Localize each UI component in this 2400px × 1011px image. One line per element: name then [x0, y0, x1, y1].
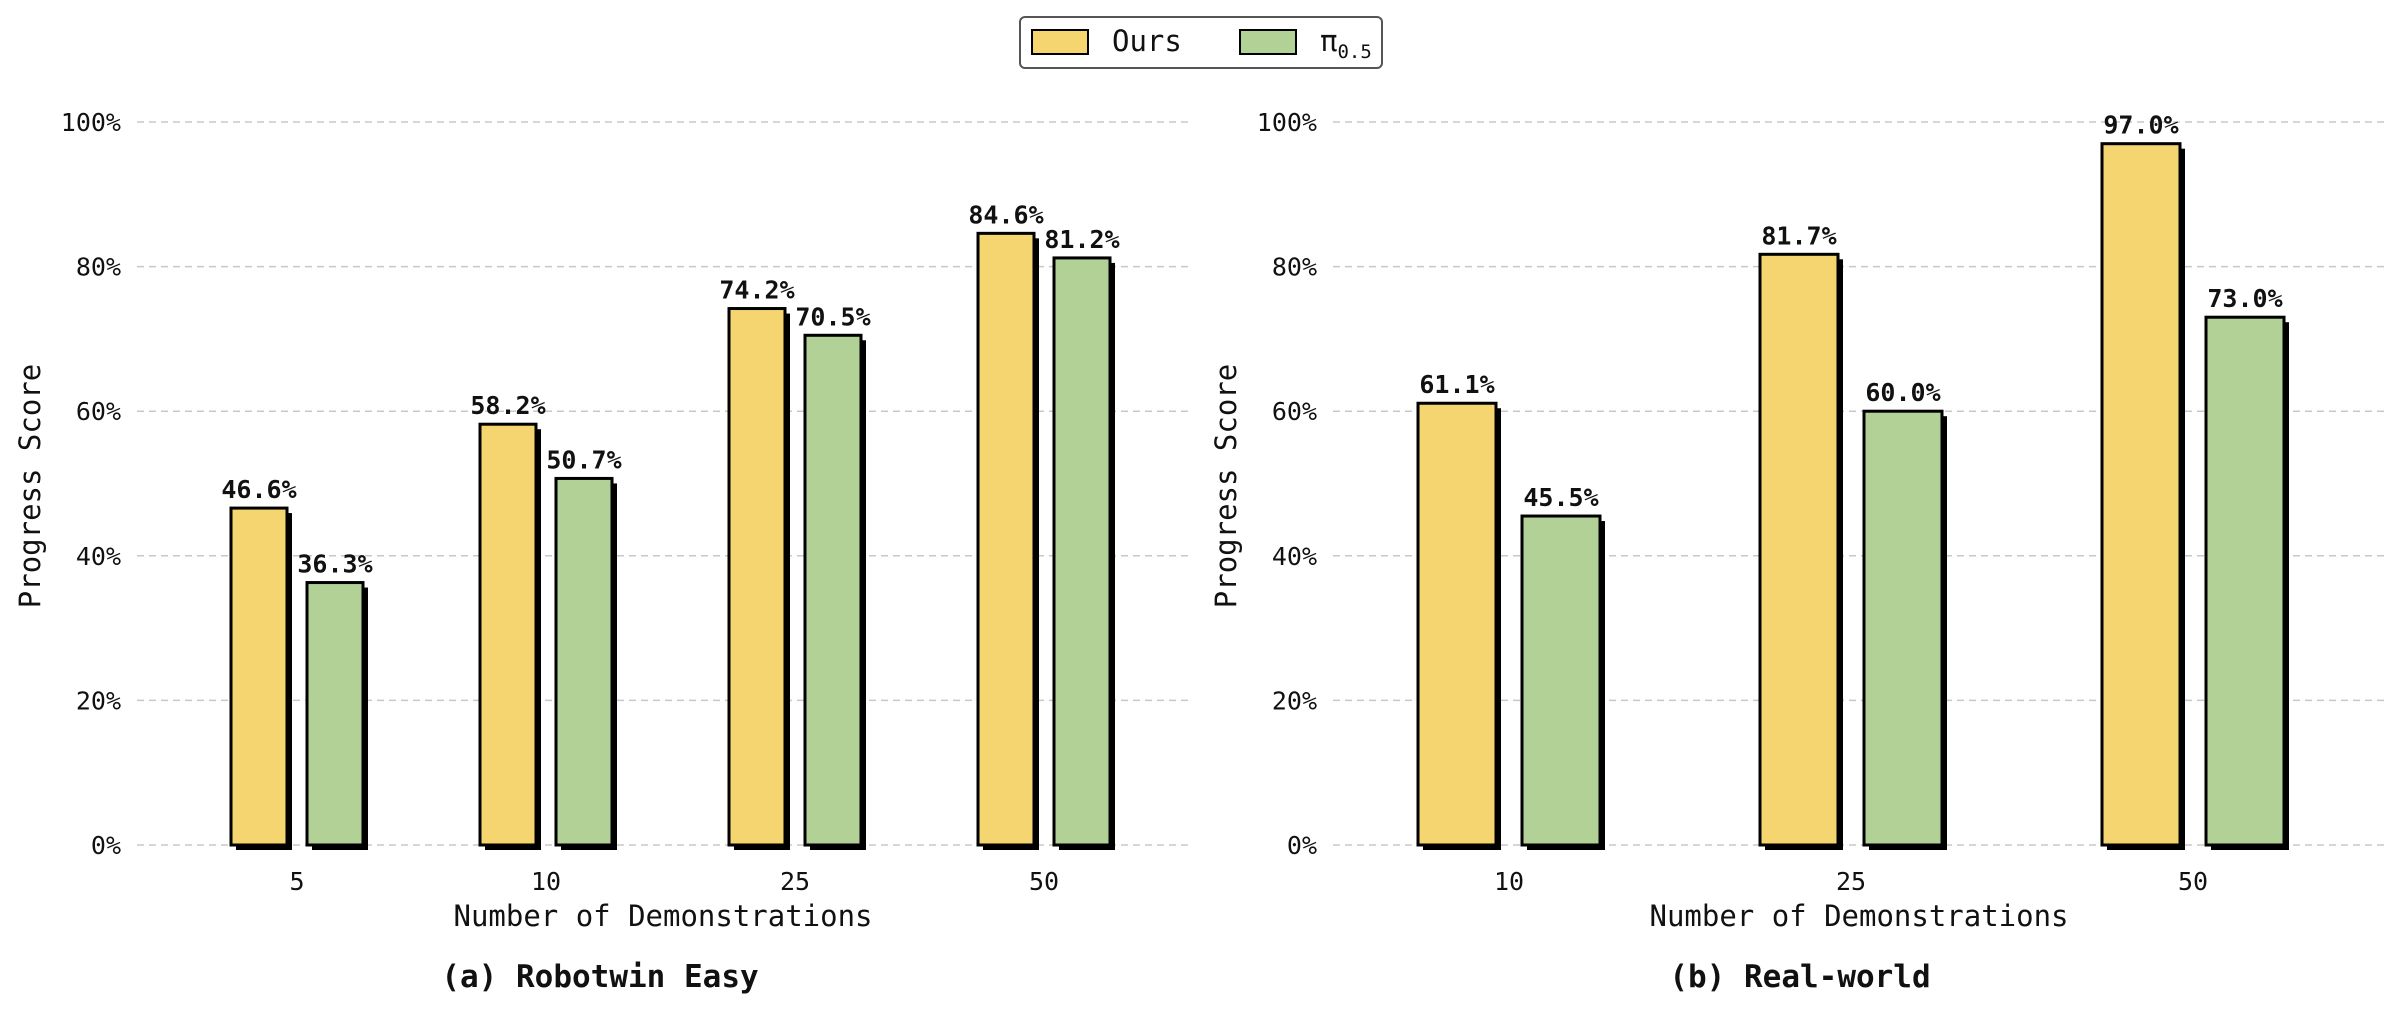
y-tick-label-robotwin-easy: 60% [76, 397, 121, 426]
bar-value-label-ours-25: 81.7% [1761, 221, 1836, 250]
bar-value-label-pi05-10: 50.7% [546, 445, 621, 474]
bar-ours-10 [1416, 401, 1498, 847]
bar-value-label-pi05-50: 81.2% [1044, 225, 1119, 254]
y-tick-label-real-world: 100% [1257, 108, 1317, 137]
x-axis-title-robotwin-easy: Number of Demonstrations [453, 899, 872, 933]
x-tick-label-robotwin-easy: 50 [1029, 867, 1059, 896]
chart-panel-real-world: 0% 20% 40% 60% 80% 100% 61.1% 45.5% 10 81.7% 60.0%… [1209, 108, 2384, 995]
bar-value-label-ours-5: 46.6% [221, 475, 296, 504]
bar-value-label-ours-10: 61.1% [1419, 370, 1494, 399]
bar-pi05-10 [554, 476, 614, 847]
bar-pi05-50 [2204, 315, 2286, 847]
y-axis-title-robotwin-easy: Progress Score [13, 364, 47, 608]
y-tick-label-robotwin-easy: 80% [76, 253, 121, 282]
x-axis-title-real-world: Number of Demonstrations [1649, 899, 2068, 933]
bar-pi05-25 [1862, 409, 1944, 847]
legend-label-pi05: π0.5 [1320, 24, 1372, 63]
bar-value-label-pi05-25: 70.5% [795, 302, 870, 331]
x-tick-label-real-world: 50 [2178, 867, 2208, 896]
plot-area-robotwin-easy: 0% 20% 40% 60% 80% 100% 46.6% 36.3% 5 58.2%50.7% 1… [61, 108, 1188, 896]
y-axis-title-real-world: Progress Score [1209, 364, 1243, 608]
y-tick-label-real-world: 40% [1272, 542, 1317, 571]
caption-real-world: (b) Real-world [1669, 959, 1930, 995]
legend-swatch-ours [1031, 29, 1089, 55]
bar-value-label-pi05-5: 36.3% [297, 550, 372, 579]
bar-value-label-pi05-25: 60.0% [1865, 378, 1940, 407]
y-tick-label-robotwin-easy: 40% [76, 542, 121, 571]
legend: Ours π0.5 [1019, 16, 1383, 69]
bar-pi05-50 [1052, 256, 1112, 847]
legend-label-pi05-symbol: π [1320, 24, 1337, 58]
bar-value-label-ours-25: 74.2% [719, 276, 794, 305]
y-tick-label-real-world: 60% [1272, 397, 1317, 426]
legend-swatch-pi05 [1239, 29, 1297, 55]
y-tick-label-robotwin-easy: 100% [61, 108, 121, 137]
y-tick-label-robotwin-easy: 0% [91, 831, 121, 860]
x-tick-label-real-world: 25 [1836, 867, 1866, 896]
plot-area-real-world: 0% 20% 40% 60% 80% 100% 61.1% 45.5% 10 81.7% 60.0%… [1257, 108, 2384, 896]
bar-value-label-pi05-50: 73.0% [2207, 284, 2282, 313]
legend-label-ours: Ours [1112, 24, 1182, 58]
bar-ours-50 [2100, 142, 2182, 847]
bar-ours-25 [727, 307, 787, 847]
chart-panel-robotwin-easy: 0% 20% 40% 60% 80% 100% 46.6% 36.3% 5 58.2%50.7% 1… [13, 108, 1188, 995]
y-tick-label-real-world: 0% [1287, 831, 1317, 860]
bar-ours-5 [229, 506, 289, 847]
y-tick-label-real-world: 20% [1272, 686, 1317, 715]
bar-pi05-10 [1520, 514, 1602, 847]
y-tick-label-real-world: 80% [1272, 253, 1317, 282]
x-tick-label-robotwin-easy: 10 [531, 867, 561, 896]
bar-pi05-5 [305, 581, 365, 847]
x-tick-label-real-world: 10 [1494, 867, 1524, 896]
bar-ours-25 [1758, 252, 1840, 847]
bar-ours-50 [976, 231, 1036, 847]
bar-ours-10 [478, 422, 538, 847]
legend-label-pi05-subscript: 0.5 [1337, 41, 1371, 63]
bar-value-label-pi05-10: 45.5% [1523, 483, 1598, 512]
x-tick-label-robotwin-easy: 25 [780, 867, 810, 896]
caption-robotwin-easy: (a) Robotwin Easy [441, 959, 758, 995]
bar-value-label-ours-50: 84.6% [968, 200, 1043, 229]
bar-value-label-ours-10: 58.2% [470, 391, 545, 420]
y-tick-label-robotwin-easy: 20% [76, 686, 121, 715]
x-tick-label-robotwin-easy: 5 [289, 867, 304, 896]
bar-value-label-ours-50: 97.0% [2103, 111, 2178, 140]
bar-pi05-25 [803, 333, 863, 847]
